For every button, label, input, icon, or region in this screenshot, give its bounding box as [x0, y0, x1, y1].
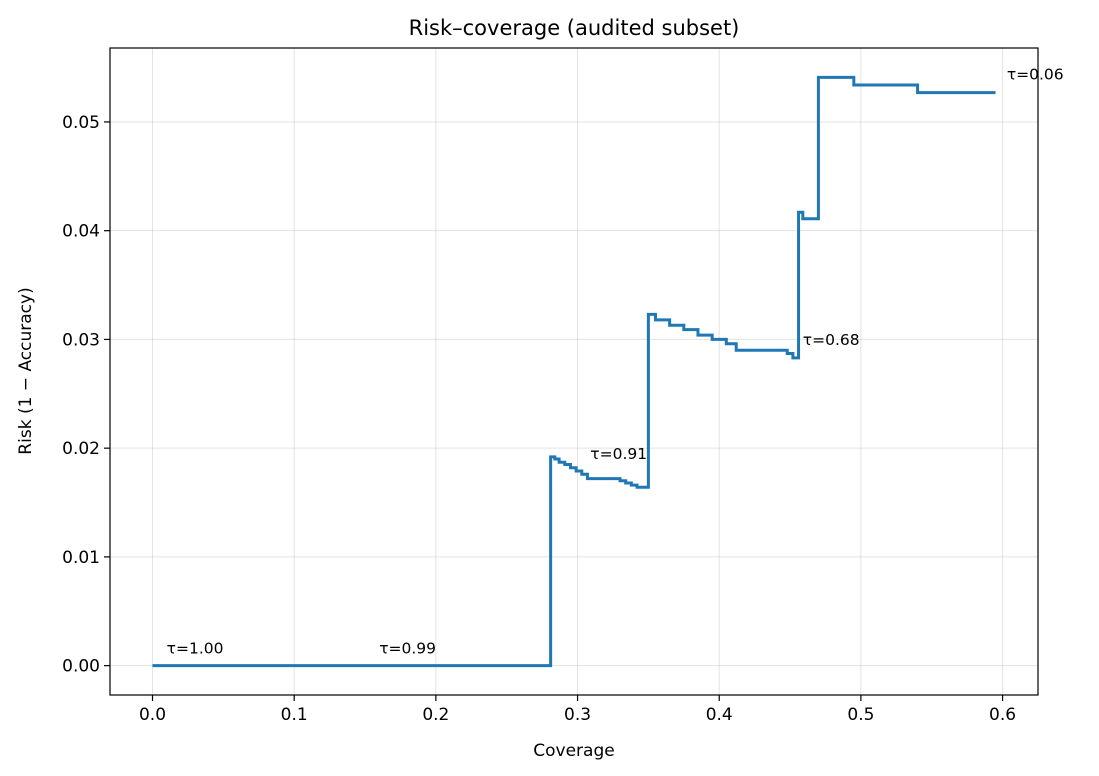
- x-tick-label: 0.0: [139, 705, 166, 725]
- threshold-annotation: τ=1.00: [167, 640, 224, 658]
- y-axis-label: Risk (1 − Accuracy): [16, 287, 36, 454]
- x-tick-label: 0.5: [847, 705, 874, 725]
- x-tick-label: 0.2: [422, 705, 449, 725]
- y-tick-label: 0.03: [62, 330, 100, 350]
- chart-title: Risk–coverage (audited subset): [409, 16, 740, 40]
- x-tick-label: 0.3: [564, 705, 591, 725]
- grid: [110, 48, 1038, 695]
- x-tick-label: 0.1: [281, 705, 308, 725]
- risk-coverage-step-line: [152, 75, 996, 668]
- y-tick-label: 0.00: [62, 657, 100, 677]
- x-axis: 0.0 0.1 0.2 0.3 0.4 0.5 0.6: [139, 695, 1016, 725]
- annotations: τ=1.00 τ=0.99 τ=0.91 τ=0.68 τ=0.06: [167, 66, 1064, 658]
- threshold-annotation: τ=0.68: [803, 331, 860, 349]
- x-axis-label: Coverage: [533, 741, 614, 761]
- threshold-annotation: τ=0.06: [1007, 66, 1064, 84]
- y-axis: 0.00 0.01 0.02 0.03 0.04 0.05: [62, 113, 110, 677]
- y-tick-label: 0.04: [62, 222, 100, 242]
- x-tick-label: 0.4: [706, 705, 733, 725]
- y-tick-label: 0.02: [62, 439, 100, 459]
- threshold-annotation: τ=0.99: [379, 640, 436, 658]
- y-tick-label: 0.05: [62, 113, 100, 133]
- threshold-annotation: τ=0.91: [590, 445, 647, 463]
- plot-frame: [109, 47, 1039, 696]
- y-tick-label: 0.01: [62, 548, 100, 568]
- series-layer: [152, 75, 996, 668]
- x-tick-label: 0.6: [989, 705, 1016, 725]
